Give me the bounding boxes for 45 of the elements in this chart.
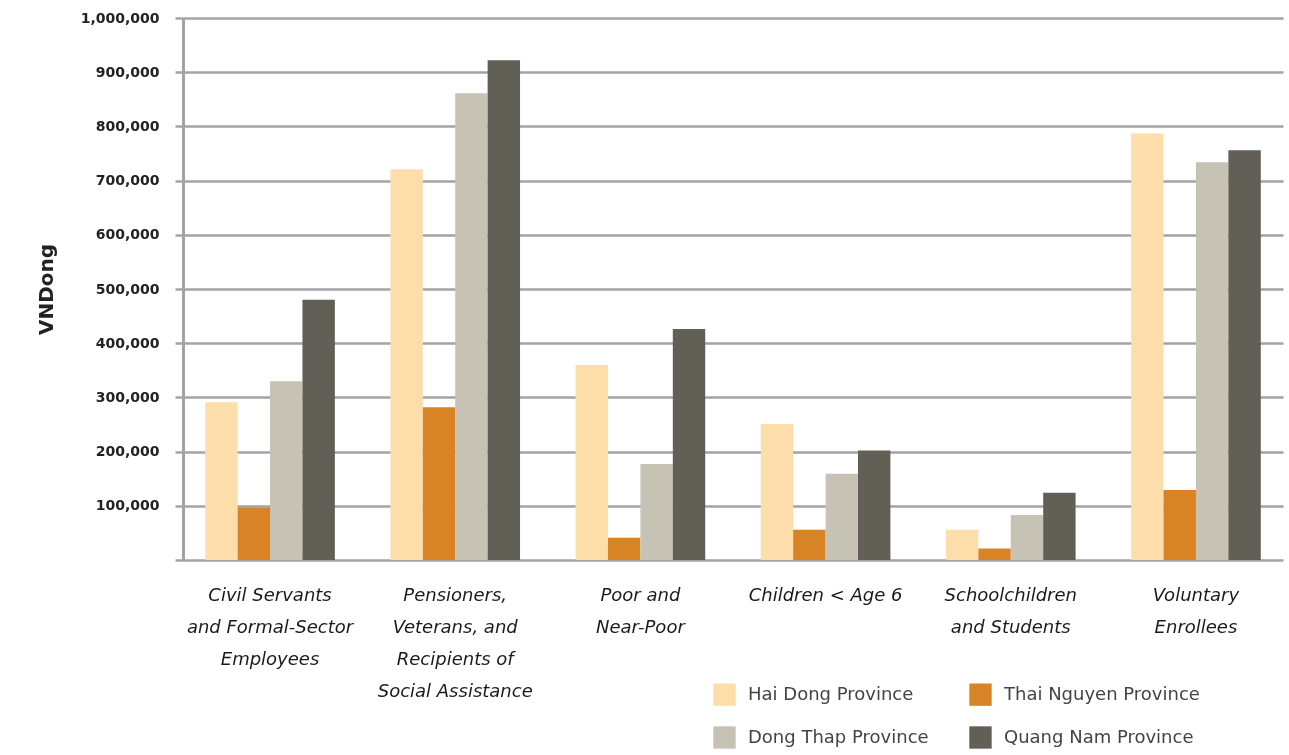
bar [825,473,858,560]
legend-label: Dong Thap Province [748,725,929,747]
bar [302,299,335,560]
bar [487,60,521,560]
x-tick-label: Children < Age 6 [748,583,903,605]
y-axis-title: VNDong [33,243,58,336]
y-tick-label: 800,000 [95,117,160,134]
bar [945,529,979,560]
y-tick-label: 500,000 [95,280,160,297]
bar [1010,515,1044,560]
bar [237,507,271,560]
bar [760,423,794,560]
y-tick-label: 900,000 [95,63,160,80]
bar [793,529,826,560]
y-tick-label: 600,000 [95,226,160,243]
x-tick-label: Schoolchildren and Students [944,583,1077,637]
bar [1131,133,1164,560]
y-tick-label: 100,000 [95,497,160,514]
x-tick-label: Voluntary Enrollees [1152,583,1240,637]
legend-label: Hai Dong Province [748,682,914,704]
legend-label: Thai Nguyen Province [1003,682,1200,704]
y-tick-label: 1,000,000 [80,9,160,26]
bar [205,402,238,560]
bar [978,548,1011,560]
y-tick-label: 200,000 [95,443,160,460]
bar [1228,150,1261,560]
bar [672,329,706,560]
x-tick-label: Poor and Near-Poor [596,583,687,637]
bar [1195,162,1229,560]
legend-label: Quang Nam Province [1004,725,1194,747]
x-tick-label: Pensioners, Veterans, and Recipients of Social Assistance [377,583,533,701]
bar [640,464,673,560]
bar [608,537,641,560]
bar [422,407,456,560]
bar [1043,492,1076,560]
y-tick-label: 300,000 [95,388,160,405]
bar [270,381,303,560]
y-tick-label: 700,000 [95,172,160,189]
bar [455,93,488,560]
bar [858,450,891,560]
bar [575,364,608,560]
x-tick-label: Civil Servants and Formal-Sector Employees [186,583,355,669]
bar [390,169,423,560]
bar [1163,490,1196,560]
y-tick-label: 400,000 [95,334,160,351]
